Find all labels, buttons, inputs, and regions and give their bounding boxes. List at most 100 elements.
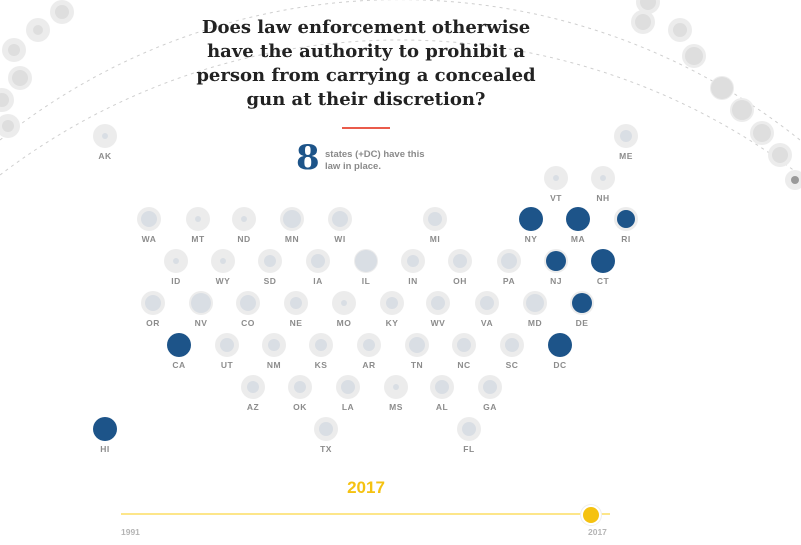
state-count: 8 [296,138,320,178]
state-ne[interactable]: NE [276,291,316,331]
state-marker-dot [102,133,108,139]
state-sc[interactable]: SC [492,333,532,373]
state-ks[interactable]: KS [301,333,341,373]
state-nh[interactable]: NH [583,166,623,206]
state-va[interactable]: VA [467,291,507,331]
state-tx[interactable]: TX [306,417,346,457]
state-label: CT [596,276,610,286]
state-mt[interactable]: MT [178,207,218,247]
state-label: MO [336,318,352,328]
state-de[interactable]: DE [562,291,602,331]
state-ct[interactable]: CT [583,249,623,289]
state-ak[interactable]: AK [85,124,125,164]
state-mi[interactable]: MI [415,207,455,247]
state-marker-dot [620,130,632,142]
state-or[interactable]: OR [133,291,173,331]
state-label: OK [293,402,307,412]
state-mo[interactable]: MO [324,291,364,331]
state-ia[interactable]: IA [298,249,338,289]
state-marker-dot [617,210,635,228]
state-ky[interactable]: KY [372,291,412,331]
state-marker-dot [386,297,398,309]
state-pa[interactable]: PA [489,249,529,289]
state-label: NH [596,193,610,203]
state-label: FL [463,444,475,454]
state-az[interactable]: AZ [233,375,273,415]
state-wy[interactable]: WY [203,249,243,289]
state-co[interactable]: CO [228,291,268,331]
state-wa[interactable]: WA [129,207,169,247]
state-label: UT [220,360,234,370]
state-marker-dot [220,258,226,264]
state-label: PA [502,276,516,286]
state-label: ME [619,151,633,161]
state-marker-dot [191,293,211,313]
state-marker-dot [393,384,399,390]
state-me[interactable]: ME [606,124,646,164]
state-label: NJ [550,276,562,286]
background-dot-inner [12,70,28,86]
timeline-slider-track[interactable] [121,513,610,515]
state-marker-ring [566,207,590,231]
state-hi[interactable]: HI [85,417,125,457]
state-ar[interactable]: AR [349,333,389,373]
state-ma[interactable]: MA [558,207,598,247]
state-sd[interactable]: SD [250,249,290,289]
state-label: MT [191,234,205,244]
background-arc [0,39,801,176]
state-label: LA [341,402,355,412]
state-label: SD [263,276,277,286]
state-in[interactable]: IN [393,249,433,289]
state-marker-dot [505,338,519,352]
state-nj[interactable]: NJ [536,249,576,289]
state-label: KY [385,318,399,328]
state-ny[interactable]: NY [511,207,551,247]
state-marker-ring [93,417,117,441]
state-marker-dot [572,293,592,313]
state-il[interactable]: IL [346,249,386,289]
state-wv[interactable]: WV [418,291,458,331]
state-label: MI [429,234,441,244]
state-marker-dot [409,337,425,353]
background-dot-inner [753,124,771,142]
state-label: WV [430,318,446,328]
background-dot-inner [55,5,69,19]
state-vt[interactable]: VT [536,166,576,206]
state-nc[interactable]: NC [444,333,484,373]
state-oh[interactable]: OH [440,249,480,289]
state-ca[interactable]: CA [159,333,199,373]
state-label: NV [194,318,208,328]
state-marker-dot [428,212,442,226]
state-nd[interactable]: ND [224,207,264,247]
background-dot-inner [635,14,651,30]
state-ok[interactable]: OK [280,375,320,415]
state-la[interactable]: LA [328,375,368,415]
state-ga[interactable]: GA [470,375,510,415]
state-md[interactable]: MD [515,291,555,331]
state-marker-dot [264,255,276,267]
timeline-slider-handle[interactable] [581,505,601,525]
state-nm[interactable]: NM [254,333,294,373]
state-label: HI [100,444,110,454]
state-dc[interactable]: DC [540,333,580,373]
state-tn[interactable]: TN [397,333,437,373]
state-marker-dot [457,338,471,352]
state-wi[interactable]: WI [320,207,360,247]
state-mn[interactable]: MN [272,207,312,247]
state-label: WY [215,276,231,286]
state-ut[interactable]: UT [207,333,247,373]
state-ms[interactable]: MS [376,375,416,415]
state-marker-dot [241,216,247,222]
state-nv[interactable]: NV [181,291,221,331]
state-label: NE [289,318,303,328]
state-id[interactable]: ID [156,249,196,289]
state-al[interactable]: AL [422,375,462,415]
state-label: WI [334,234,346,244]
state-marker-dot [355,250,377,272]
background-dot-inner [673,23,687,37]
state-ri[interactable]: RI [606,207,646,247]
state-fl[interactable]: FL [449,417,489,457]
state-marker-ring [591,249,615,273]
question-title: Does law enforcement otherwise have the … [196,17,536,110]
state-marker-dot [363,339,375,351]
